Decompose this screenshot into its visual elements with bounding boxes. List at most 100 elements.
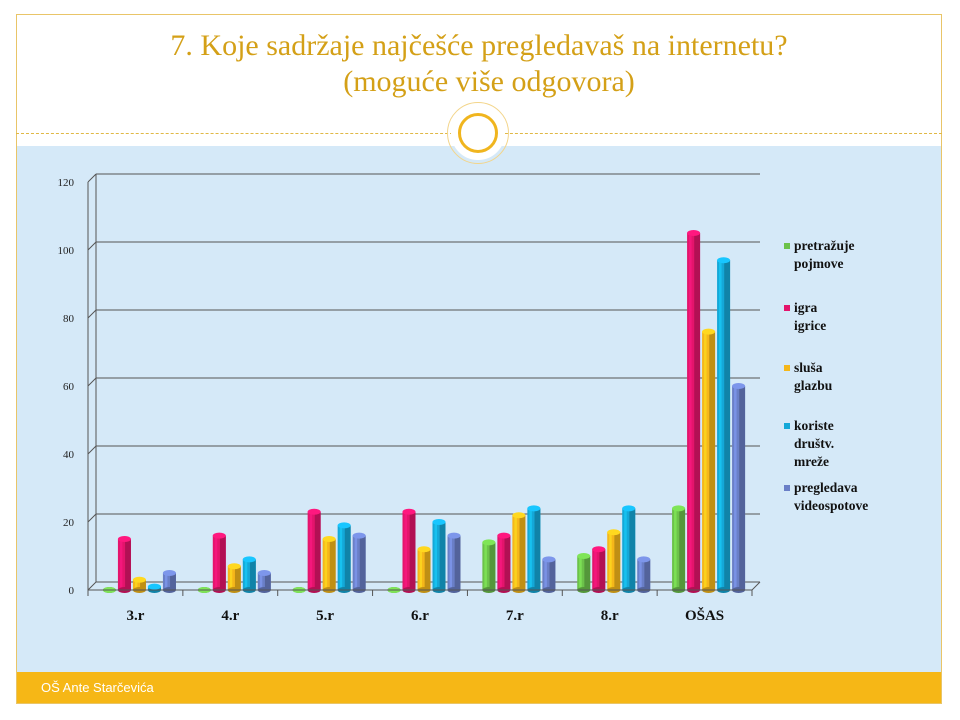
bar-shade <box>694 233 701 590</box>
bar-highlight <box>259 573 263 590</box>
bar <box>337 522 351 593</box>
bar <box>577 553 591 593</box>
bar <box>482 539 496 593</box>
bar-top <box>432 519 446 525</box>
bar <box>227 563 241 593</box>
bar-shade <box>249 559 256 590</box>
bar <box>432 519 446 593</box>
legend-label: mreže <box>794 454 829 469</box>
legend-item: sluša glazbu <box>784 360 833 393</box>
bar <box>162 570 176 593</box>
bar-highlight <box>499 535 502 590</box>
chart-axes: 0 20 40 60 80 100 120 3.r 4.r 5.r 6.r 7.r 8.r OŠAS <box>58 177 761 624</box>
bar-shade <box>549 559 556 590</box>
bar <box>322 536 336 593</box>
legend-item: koriste društv. mreže <box>784 418 834 469</box>
legend-item: pregledava videospotove <box>784 480 868 513</box>
legend-label: pretražuje <box>794 238 854 253</box>
bar <box>622 505 636 593</box>
bar-top <box>117 536 131 542</box>
bar-shade <box>504 535 511 590</box>
bar-top <box>687 230 701 236</box>
bar-shade <box>644 559 651 590</box>
bar-highlight <box>309 511 313 590</box>
legend-swatch <box>784 243 790 249</box>
bar-top <box>447 532 461 539</box>
bar-top <box>242 556 256 563</box>
bar <box>212 532 226 593</box>
bar-top <box>592 546 606 553</box>
bar-highlight <box>544 559 547 590</box>
slide-title: 7. Koje sadržaje najčešće pregledavaš na… <box>16 28 942 100</box>
footer-bar: OŠ Ante Starčevića <box>17 672 941 703</box>
bar <box>672 505 686 593</box>
bar-highlight <box>419 549 422 590</box>
bar-shade <box>629 508 636 590</box>
gridline-side <box>87 513 97 523</box>
legend-label: glazbu <box>794 378 833 393</box>
gridline-side <box>87 445 97 455</box>
gridline-side <box>87 241 97 251</box>
footer-text: OŠ Ante Starčevića <box>41 680 154 695</box>
bar-top <box>527 505 541 512</box>
bar-top <box>322 536 336 542</box>
x-tick-label: 5.r <box>316 608 334 624</box>
bar-shade <box>329 539 336 590</box>
bar-highlight <box>624 508 627 590</box>
bar-shade <box>264 573 271 590</box>
bar <box>717 257 731 593</box>
bar-highlight <box>594 549 597 590</box>
bar-shade <box>424 549 431 590</box>
bar-highlight <box>244 559 248 590</box>
bar-top <box>402 508 416 515</box>
gridline-side <box>87 173 97 183</box>
bar-top <box>212 532 226 539</box>
legend-label: pregledava <box>794 480 858 495</box>
bar-shade <box>359 535 366 590</box>
gridline-side <box>87 309 97 319</box>
bar <box>417 546 431 593</box>
bar-shade <box>584 556 591 590</box>
bar-top <box>542 556 556 563</box>
bar-highlight <box>119 539 123 590</box>
bar-top <box>497 532 511 539</box>
bar-top <box>732 383 746 389</box>
bar <box>497 532 511 593</box>
bar-highlight <box>689 233 692 590</box>
bar-shade <box>599 549 606 590</box>
bar-highlight <box>229 566 233 590</box>
title-line-1: 7. Koje sadržaje najčešće pregledavaš na… <box>170 29 788 62</box>
bar-top <box>607 529 621 536</box>
bar-shade <box>614 532 621 590</box>
x-tick-label: 6.r <box>411 608 429 624</box>
legend-label: sluša <box>794 360 823 375</box>
bar-top <box>162 570 176 576</box>
y-tick-label: 0 <box>69 585 75 597</box>
x-tick-label: 7.r <box>506 608 524 624</box>
y-tick-label: 80 <box>63 313 75 325</box>
bar-highlight <box>434 522 437 590</box>
bar <box>447 532 461 593</box>
legend-swatch <box>784 423 790 429</box>
bar-top <box>702 328 716 335</box>
bar-top <box>227 563 241 570</box>
bar-top <box>132 576 146 583</box>
bar <box>527 505 541 593</box>
bar-highlight <box>609 532 612 590</box>
ornament-ring <box>451 106 505 160</box>
legend-swatch <box>784 485 790 491</box>
bar-top <box>672 505 686 512</box>
bar-shade <box>140 579 146 590</box>
bar-shade <box>519 515 526 590</box>
bar <box>607 529 621 593</box>
bar-highlight <box>134 579 138 590</box>
x-tick-label: 8.r <box>601 608 619 624</box>
bar-top <box>417 546 431 553</box>
legend-label: pojmove <box>794 256 844 271</box>
bar-shade <box>534 508 541 590</box>
bar-shade <box>125 539 131 590</box>
bar-shade <box>314 511 321 590</box>
bar <box>512 512 526 593</box>
bar-top <box>577 553 591 559</box>
